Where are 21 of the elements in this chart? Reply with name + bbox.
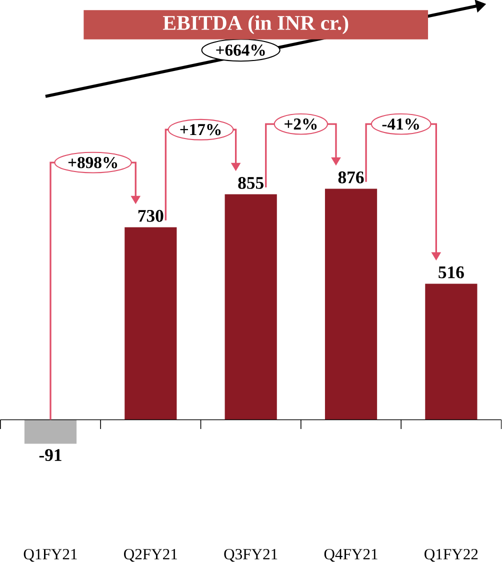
data-label: 876: [338, 171, 364, 184]
text: +898%: [68, 156, 118, 168]
text: -41%: [382, 118, 420, 130]
data-label: -91: [40, 449, 62, 462]
bar: [24, 420, 77, 444]
bar: [124, 227, 177, 420]
x-tick-label: Q1FY21: [24, 548, 78, 562]
data-label: 855: [238, 176, 264, 189]
bar: [425, 284, 478, 420]
text: +664%: [216, 44, 265, 56]
text: +17%: [180, 124, 221, 136]
x-tick-label: Q4FY21: [324, 548, 378, 562]
x-tick-label: Q1FY22: [424, 548, 478, 562]
bar: [325, 188, 378, 420]
x-tick-label: Q2FY21: [124, 548, 178, 562]
text: +2%: [284, 118, 317, 130]
data-label: 730: [138, 210, 164, 222]
data-label: 516: [438, 266, 464, 278]
bar: [224, 194, 278, 420]
x-tick-label: Q3FY21: [224, 548, 278, 562]
chart-title: EBITDA (in INR cr.): [163, 15, 348, 34]
